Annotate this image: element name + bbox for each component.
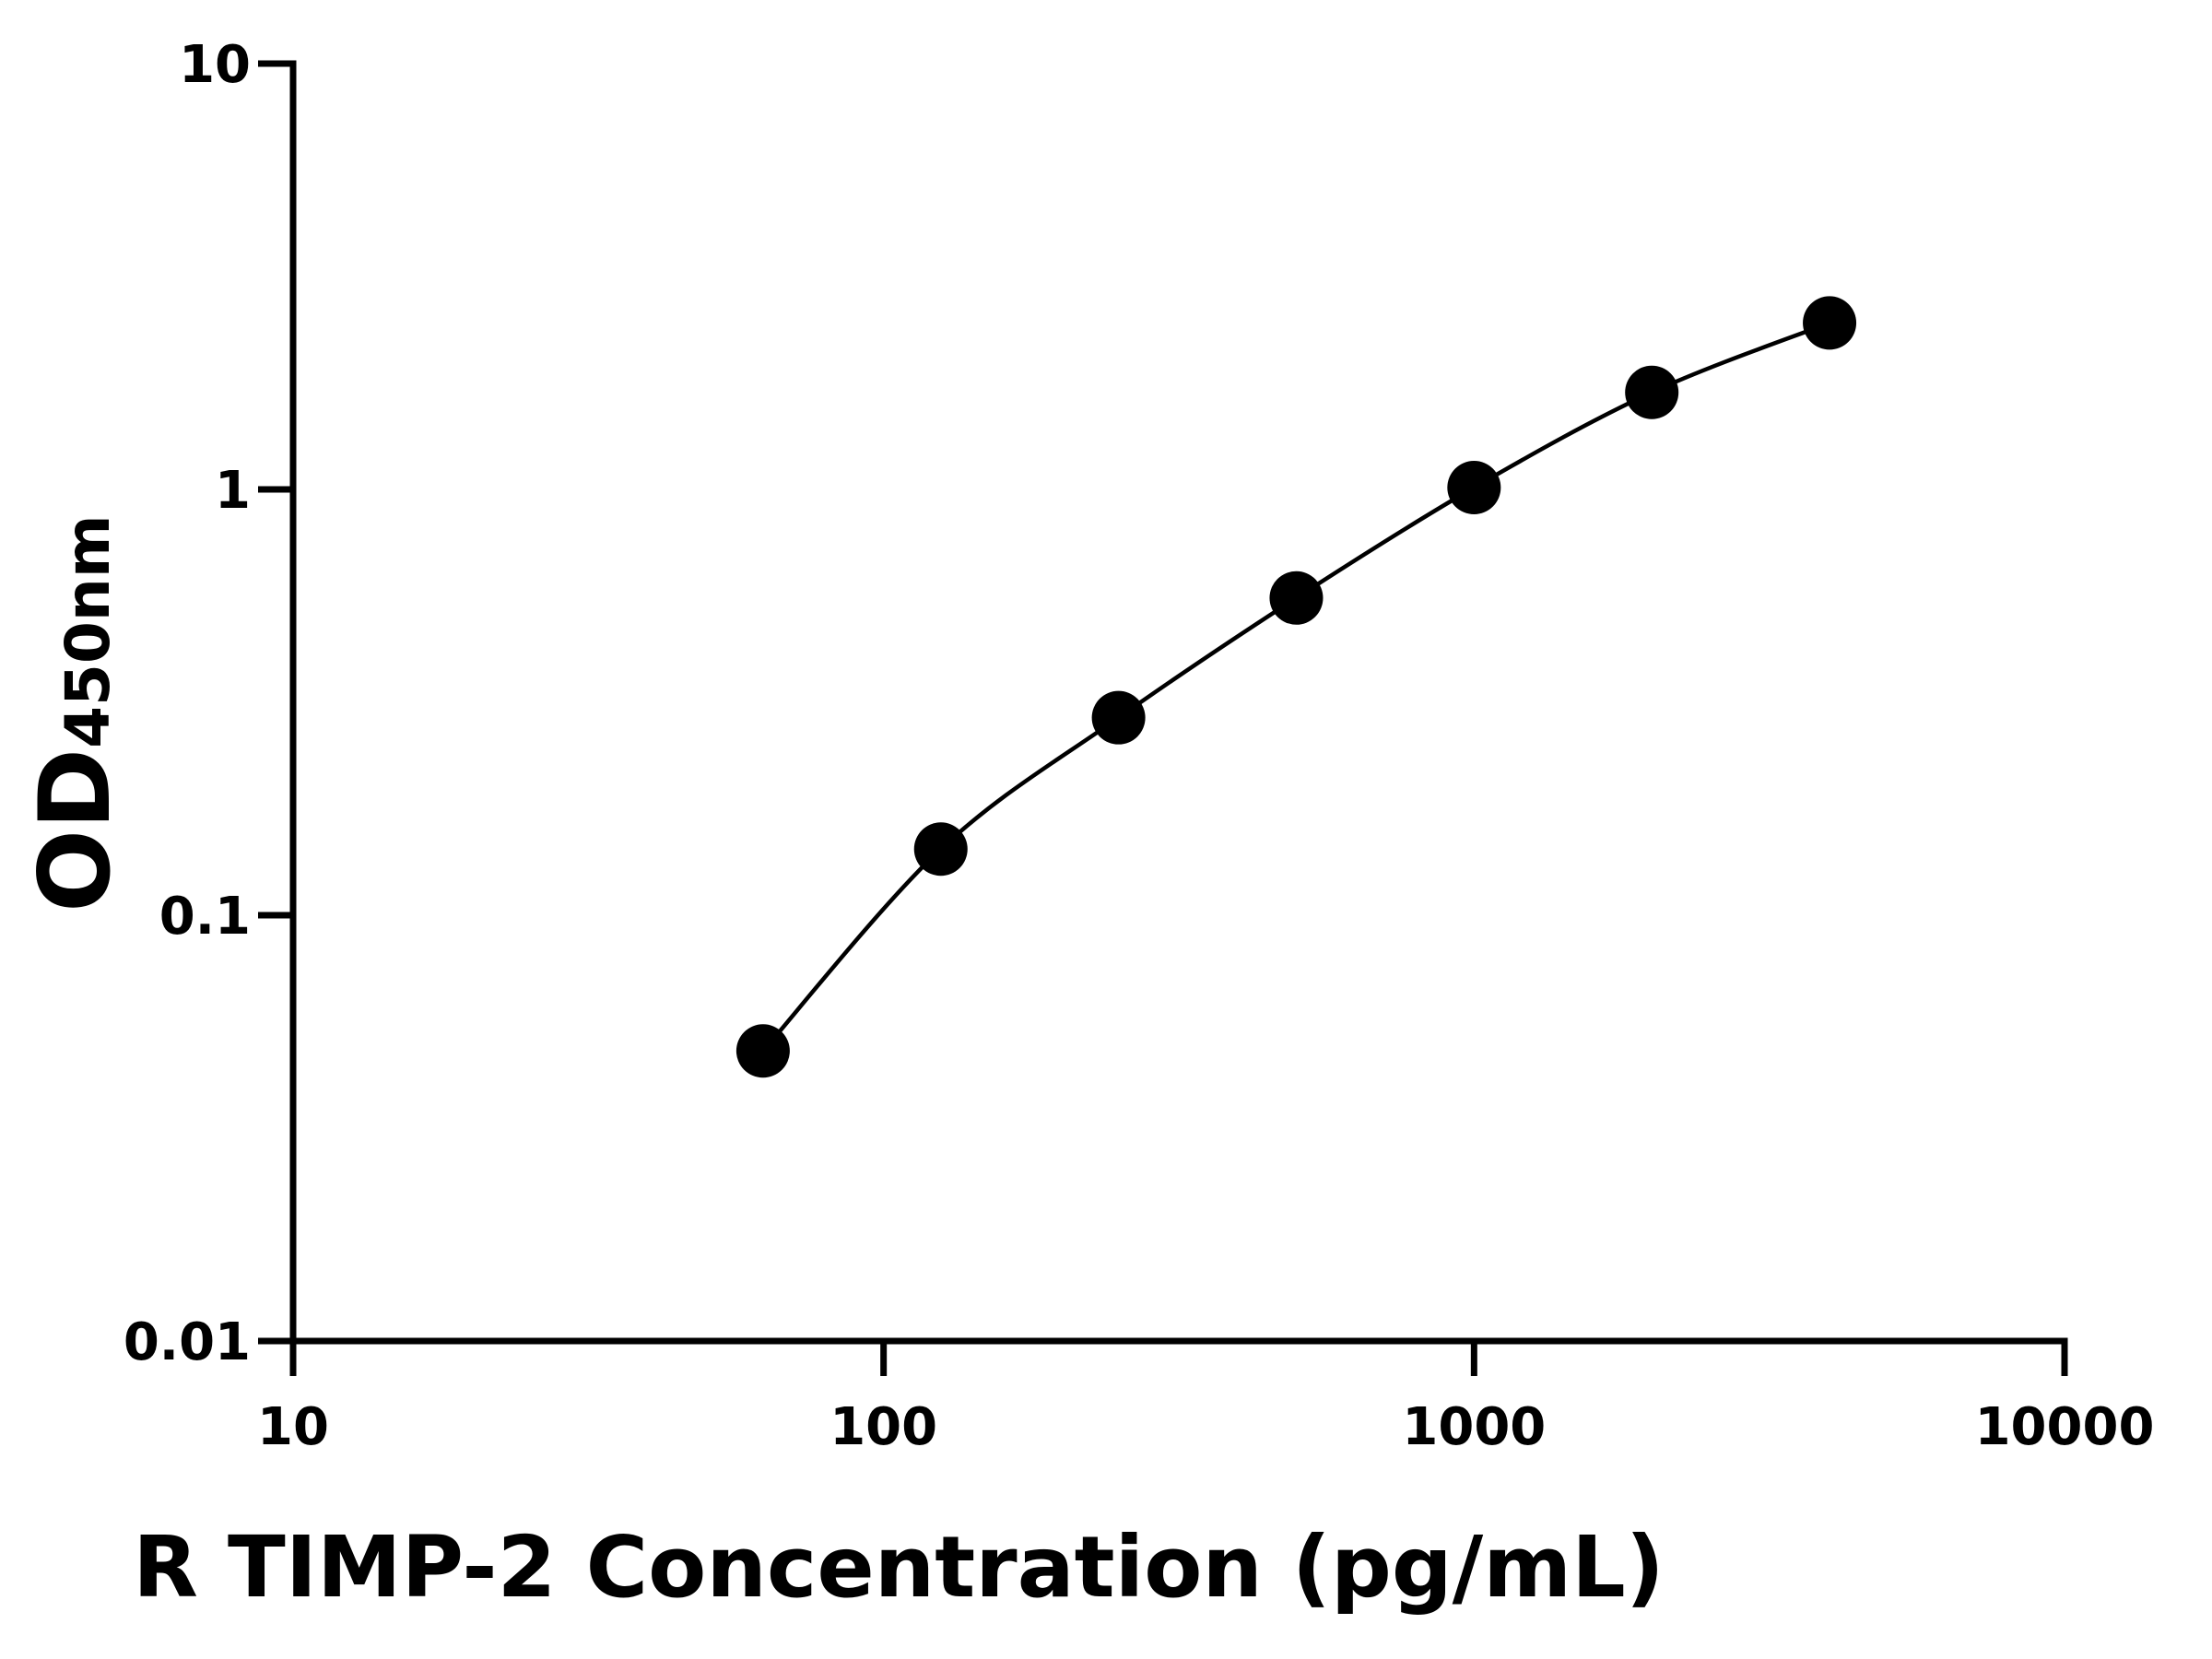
y-axis-label: OD450nm — [18, 514, 132, 912]
data-point — [1447, 461, 1501, 515]
fit-curve — [761, 321, 1830, 1053]
y-axis-label-sub: 450nm — [53, 514, 124, 748]
x-tick-label: 100 — [830, 1397, 937, 1457]
y-tick-label: 1 — [215, 461, 251, 521]
data-point — [1091, 690, 1146, 745]
y-axis-label-main: OD — [18, 748, 132, 912]
x-tick-label: 1000 — [1402, 1397, 1546, 1457]
data-point — [913, 822, 968, 877]
y-tick-label: 10 — [179, 35, 251, 95]
data-point — [1625, 365, 1679, 419]
data-point — [735, 1024, 790, 1078]
x-axis-label: R TIMP-2 Concentration (pg/mL) — [133, 1518, 1665, 1617]
y-tick-label: 0.01 — [124, 1312, 251, 1372]
x-tick-label: 10 — [257, 1397, 329, 1457]
x-tick-label: 10000 — [1975, 1397, 2155, 1457]
data-point — [1269, 571, 1324, 625]
data-point — [1803, 296, 1857, 350]
y-tick-label: 0.1 — [159, 887, 251, 947]
